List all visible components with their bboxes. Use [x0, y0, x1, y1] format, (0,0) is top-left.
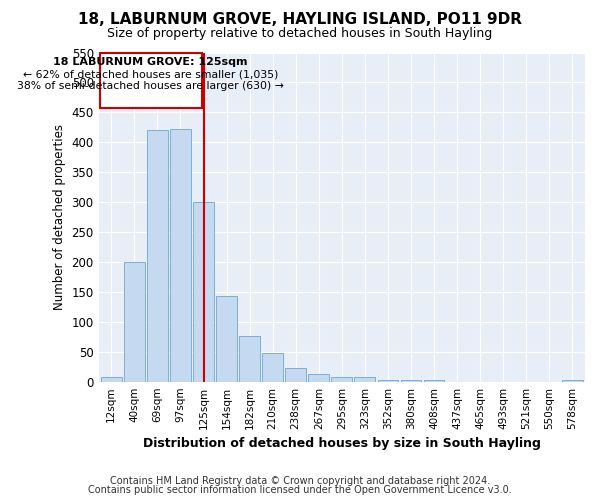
Bar: [377, 380, 398, 382]
Text: 18, LABURNUM GROVE, HAYLING ISLAND, PO11 9DR: 18, LABURNUM GROVE, HAYLING ISLAND, PO11…: [78, 12, 522, 28]
X-axis label: Distribution of detached houses by size in South Hayling: Distribution of detached houses by size …: [143, 437, 541, 450]
Text: 18 LABURNUM GROVE: 125sqm: 18 LABURNUM GROVE: 125sqm: [53, 57, 248, 67]
Bar: [401, 380, 421, 382]
FancyBboxPatch shape: [100, 52, 202, 108]
Bar: [239, 336, 260, 382]
Text: 38% of semi-detached houses are larger (630) →: 38% of semi-detached houses are larger (…: [17, 81, 284, 91]
Bar: [331, 377, 352, 382]
Bar: [562, 380, 583, 382]
Bar: [308, 374, 329, 382]
Text: ← 62% of detached houses are smaller (1,035): ← 62% of detached houses are smaller (1,…: [23, 70, 278, 80]
Y-axis label: Number of detached properties: Number of detached properties: [53, 124, 66, 310]
Text: Contains HM Land Registry data © Crown copyright and database right 2024.: Contains HM Land Registry data © Crown c…: [110, 476, 490, 486]
Bar: [147, 130, 168, 382]
Bar: [262, 353, 283, 382]
Bar: [424, 380, 445, 382]
Bar: [170, 129, 191, 382]
Text: Contains public sector information licensed under the Open Government Licence v3: Contains public sector information licen…: [88, 485, 512, 495]
Bar: [124, 262, 145, 382]
Bar: [101, 377, 122, 382]
Bar: [193, 202, 214, 382]
Bar: [286, 368, 306, 382]
Bar: [216, 296, 237, 382]
Bar: [355, 378, 375, 382]
Text: Size of property relative to detached houses in South Hayling: Size of property relative to detached ho…: [107, 28, 493, 40]
